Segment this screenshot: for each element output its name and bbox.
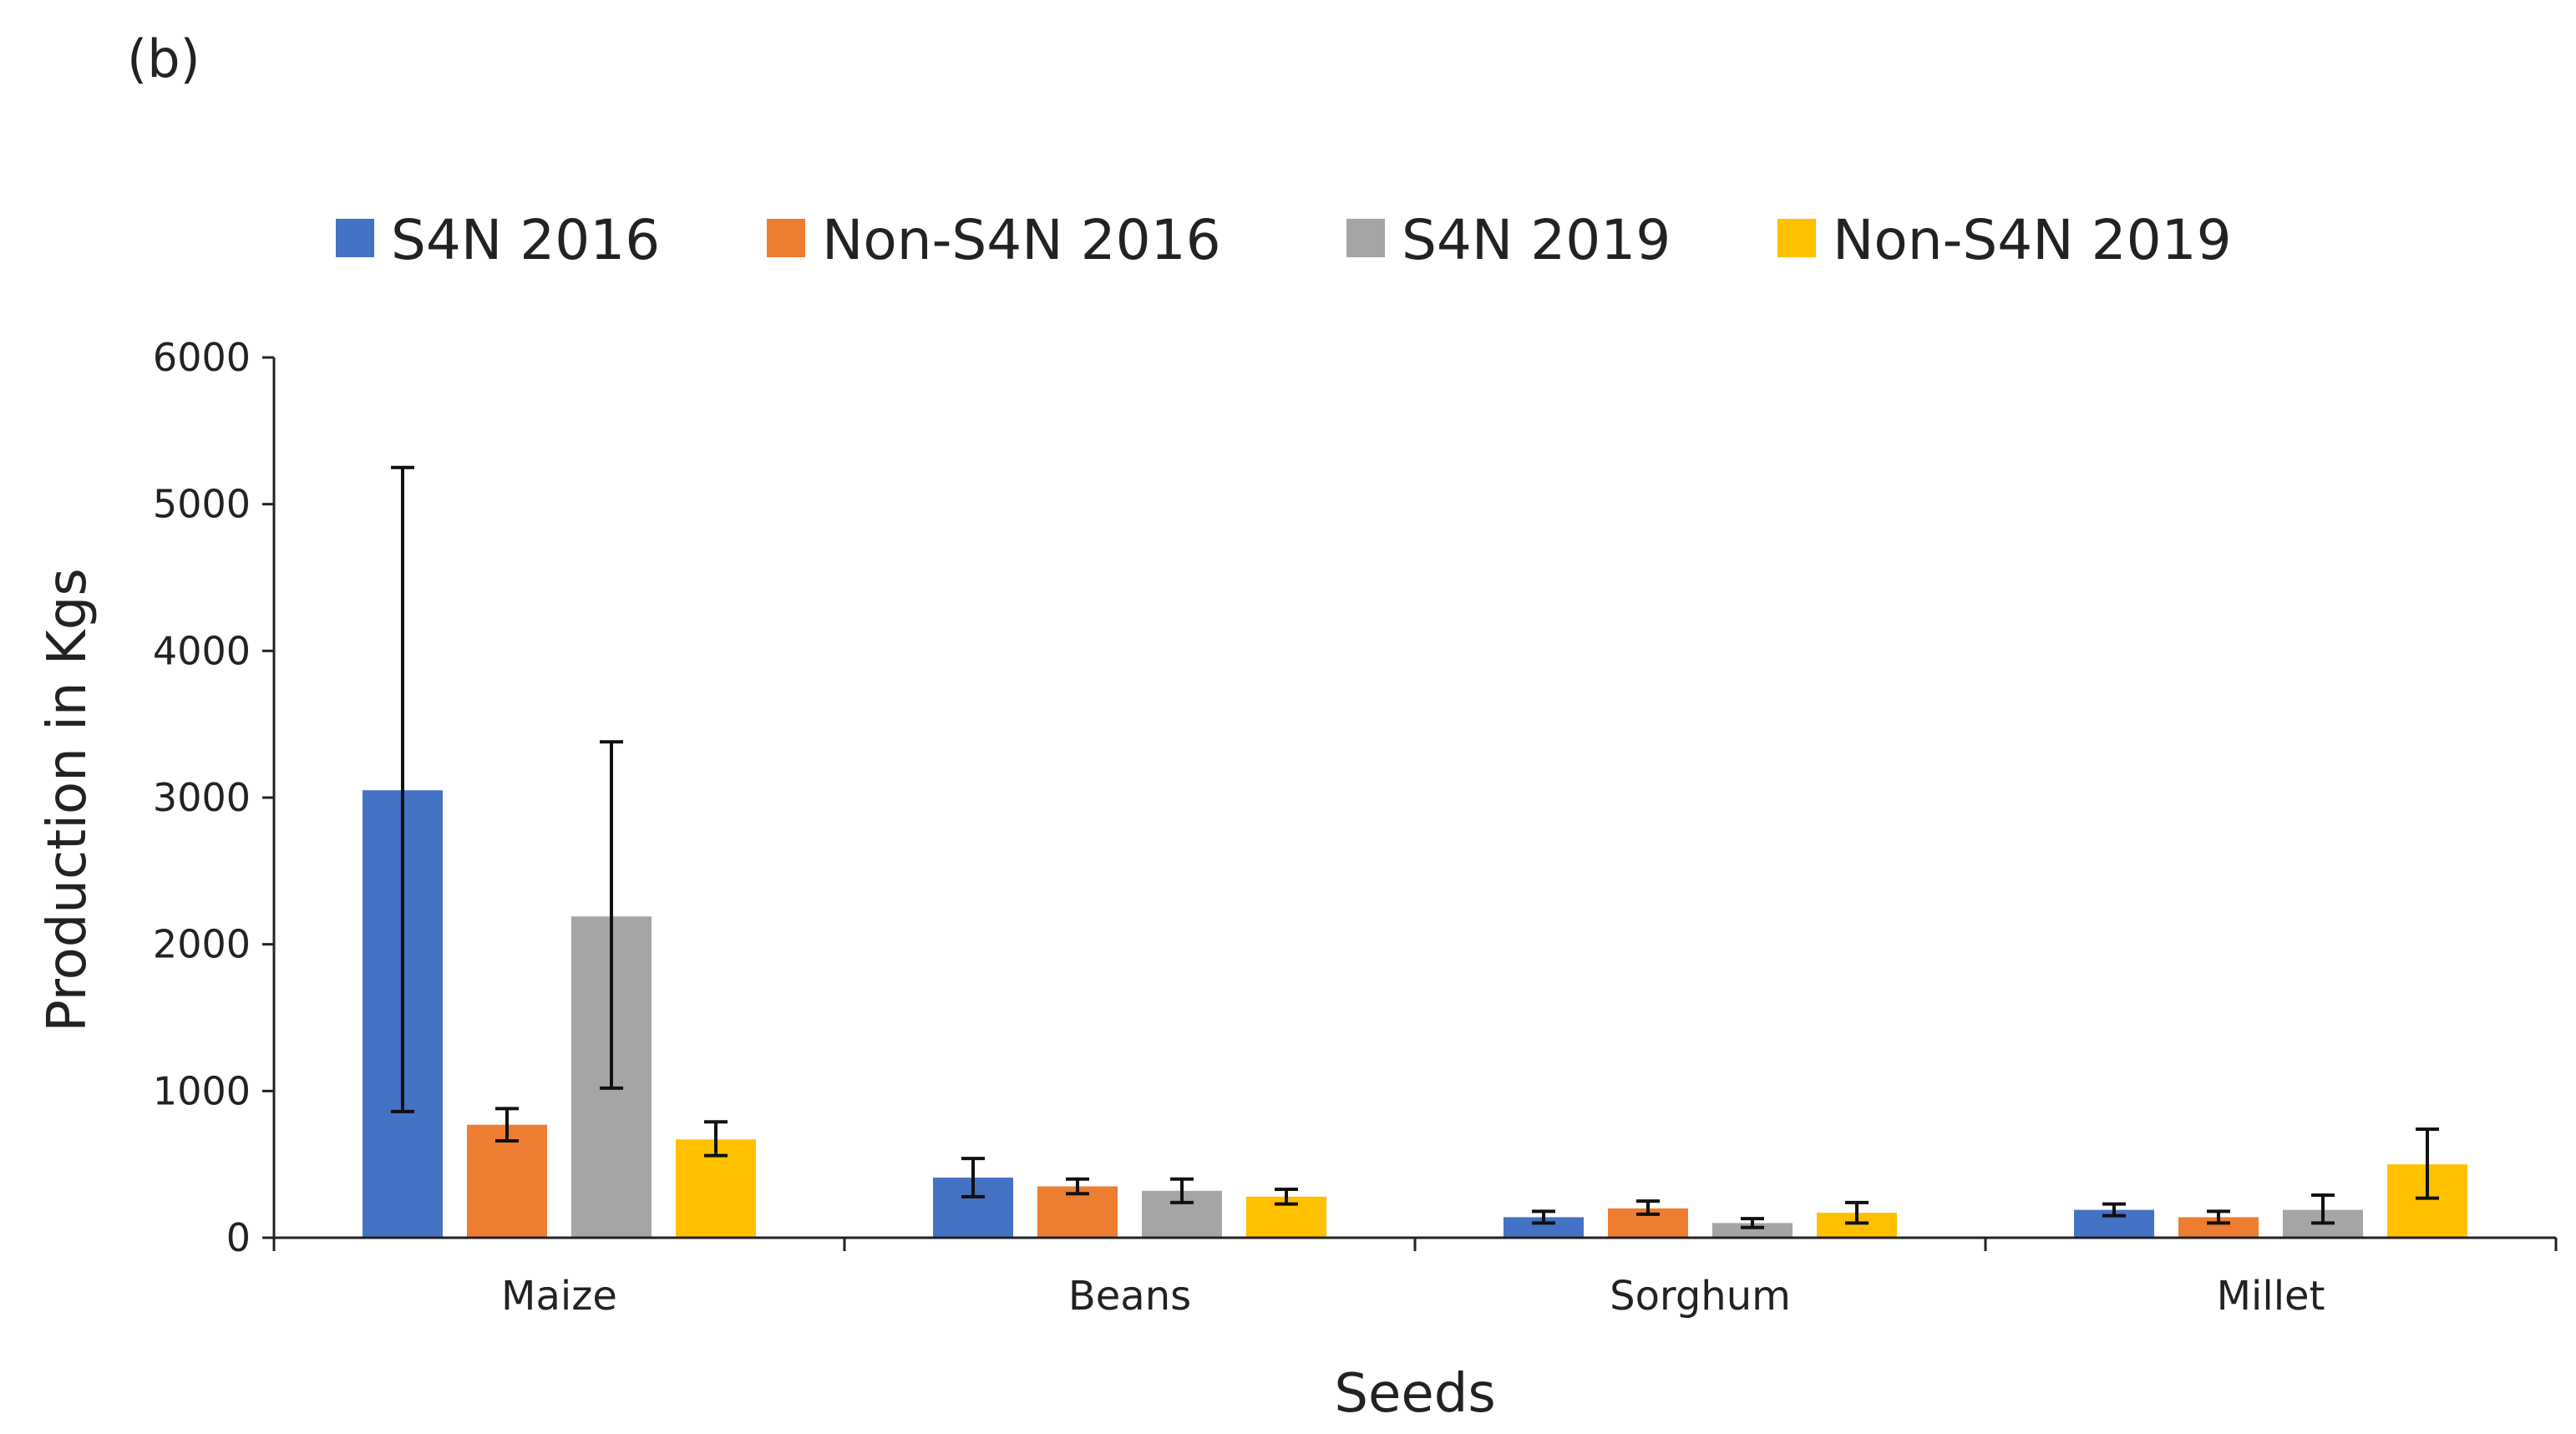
legend-swatch-non-s4n-2016 — [767, 219, 805, 257]
x-category-label: Beans — [1068, 1273, 1191, 1320]
y-tick-label: 5000 — [153, 482, 251, 527]
legend-label-s4n-2019: S4N 2019 — [1402, 208, 1671, 272]
legend-label-s4n-2016: S4N 2016 — [391, 208, 660, 272]
y-ticks: 0 1000 2000 3000 4000 5000 6000 — [153, 335, 274, 1260]
y-tick-label: 3000 — [153, 775, 251, 820]
panel-label: (b) — [127, 28, 200, 89]
y-tick-label: 6000 — [153, 335, 251, 380]
y-tick-label: 4000 — [153, 628, 251, 673]
legend: S4N 2016 Non-S4N 2016 S4N 2019 Non-S4N 2… — [336, 208, 2232, 272]
x-axis-title: Seeds — [1334, 1363, 1495, 1425]
legend-swatch-s4n-2019 — [1346, 219, 1385, 257]
error-bars-layer — [391, 465, 2439, 1229]
y-tick-label: 0 — [226, 1215, 251, 1260]
legend-label-non-s4n-2016: Non-S4N 2016 — [822, 208, 1221, 272]
legend-label-non-s4n-2019: Non-S4N 2019 — [1833, 208, 2232, 272]
x-ticks: Maize Beans Sorghum Millet — [272, 1238, 2558, 1320]
x-category-label: Sorghum — [1610, 1273, 1791, 1320]
x-category-label: Millet — [2217, 1273, 2325, 1320]
bar-non-s4n-2016-maize — [467, 1124, 547, 1238]
legend-swatch-non-s4n-2019 — [1777, 219, 1816, 257]
y-tick-label: 2000 — [153, 922, 251, 967]
y-axis-title: Production in Kgs — [37, 568, 99, 1031]
x-category-label: Maize — [501, 1273, 617, 1320]
y-tick-label: 1000 — [153, 1068, 251, 1113]
bars-layer — [363, 790, 2467, 1238]
bar-s4n-2019-sorghum — [1712, 1223, 1793, 1238]
legend-swatch-s4n-2016 — [336, 219, 374, 257]
